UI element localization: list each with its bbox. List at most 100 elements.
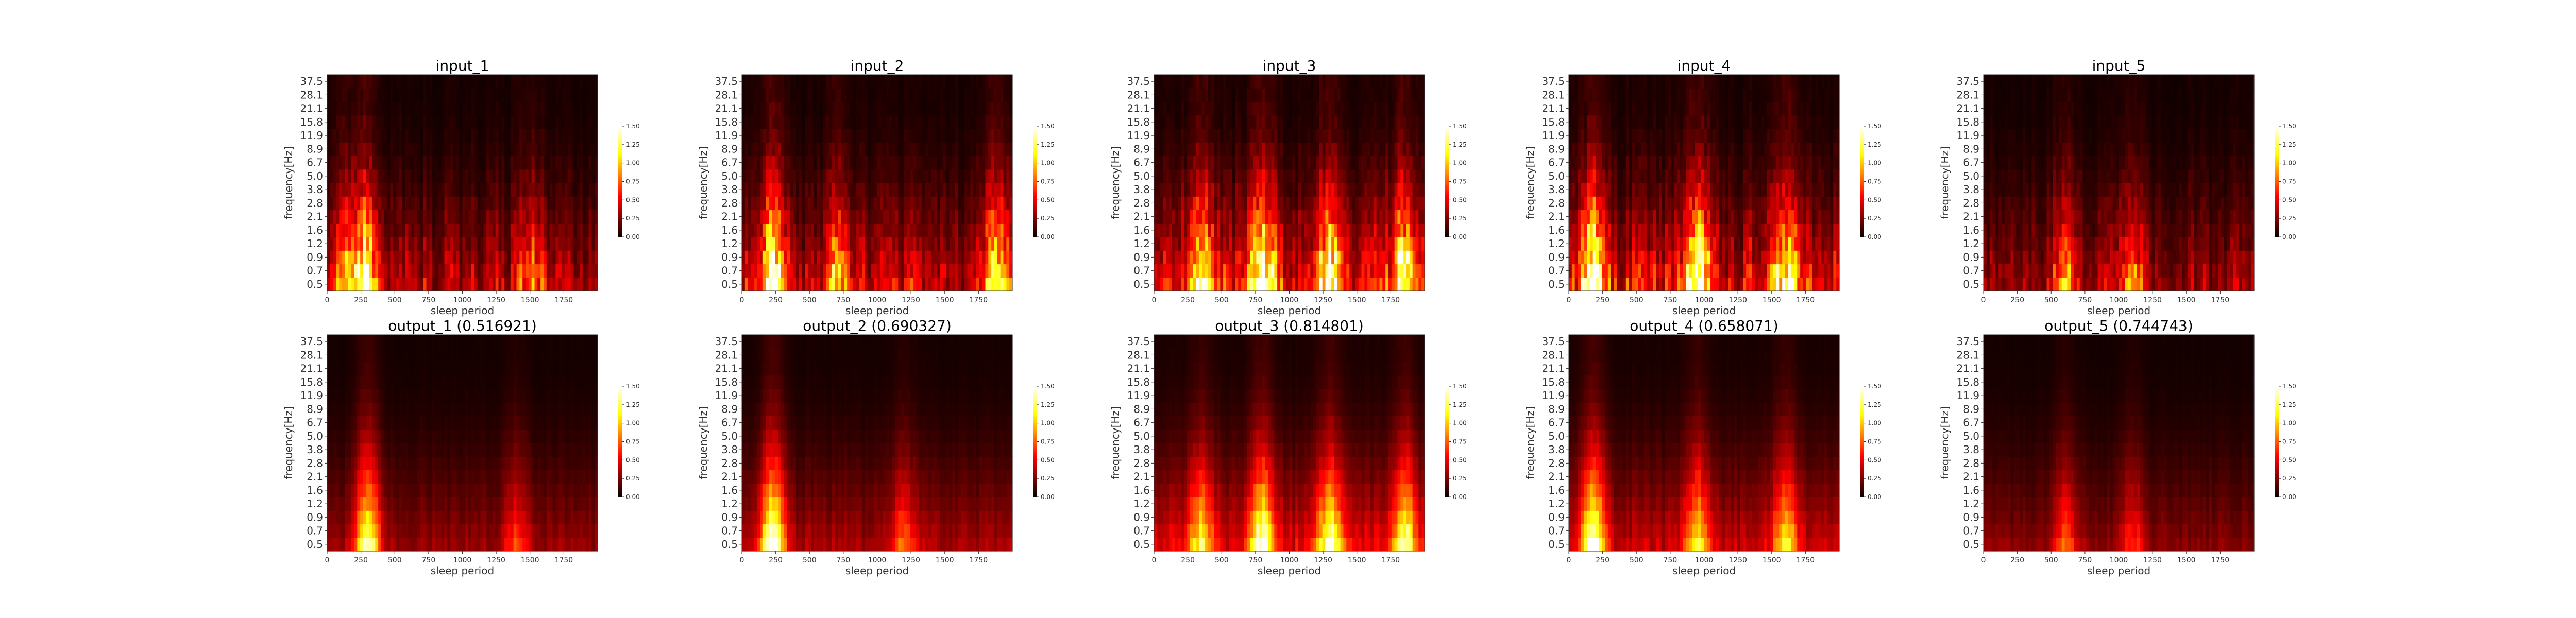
- heatmap-cell: [1247, 101, 1251, 116]
- heatmap-cell: [342, 264, 346, 278]
- heatmap-cell: [1403, 210, 1407, 224]
- heatmap-cell: [1367, 75, 1371, 89]
- heatmap-cell: [1379, 156, 1383, 170]
- heatmap-cell: [1379, 129, 1383, 143]
- heatmap-cell: [513, 223, 517, 237]
- heatmap-cell: [498, 101, 502, 116]
- heatmap-cell: [1607, 264, 1612, 278]
- heatmap-cell: [1172, 75, 1176, 89]
- heatmap-cell: [1623, 223, 1626, 237]
- heatmap-cell: [1277, 88, 1281, 102]
- heatmap-cell: [526, 264, 529, 278]
- heatmap-cell: [1364, 142, 1368, 157]
- heatmap-cell: [889, 142, 893, 157]
- heatmap-cell: [1292, 142, 1296, 157]
- heatmap-cell: [1382, 183, 1386, 197]
- heatmap-cell: [1611, 101, 1615, 116]
- heatmap-cell: [889, 210, 893, 224]
- heatmap-cell: [570, 169, 574, 183]
- heatmap-cell: [1397, 277, 1401, 291]
- heatmap-cell: [775, 196, 778, 211]
- heatmap-cell: [838, 264, 842, 278]
- heatmap-cell: [916, 264, 920, 278]
- heatmap-cell: [1379, 223, 1383, 237]
- heatmap-cell: [1650, 237, 1653, 251]
- heatmap-cell: [916, 210, 920, 224]
- heatmap-cell: [1340, 223, 1344, 237]
- heatmap-cell: [808, 264, 811, 278]
- heatmap-cell: [453, 169, 457, 183]
- heatmap-cell: [1277, 196, 1281, 211]
- heatmap-cell: [835, 196, 839, 211]
- heatmap-cell: [988, 142, 992, 157]
- heatmap-cell: [1623, 115, 1626, 129]
- heatmap-cell: [886, 250, 890, 265]
- heatmap-cell: [805, 142, 808, 157]
- heatmap-cell: [345, 156, 349, 170]
- heatmap-cell: [1355, 264, 1359, 278]
- heatmap-cell: [414, 210, 418, 224]
- heatmap-cell: [859, 264, 862, 278]
- heatmap-cell: [1232, 277, 1236, 291]
- heatmap-cell: [946, 223, 950, 237]
- heatmap-cell: [991, 115, 995, 129]
- heatmap-cell: [531, 196, 535, 211]
- heatmap-cell: [1319, 250, 1323, 265]
- heatmap-cell: [973, 75, 977, 89]
- heatmap-cell: [949, 196, 953, 211]
- heatmap-cell: [823, 183, 826, 197]
- heatmap-cell: [447, 156, 451, 170]
- heatmap-cell: [970, 210, 974, 224]
- heatmap-cell: [1638, 75, 1641, 89]
- heatmap-cell: [805, 156, 808, 170]
- heatmap-cell: [1220, 277, 1224, 291]
- heatmap-cell: [384, 237, 388, 251]
- heatmap-cell: [829, 183, 833, 197]
- heatmap-cell: [1006, 115, 1010, 129]
- heatmap-cell: [907, 142, 911, 157]
- heatmap-cell: [1418, 75, 1422, 89]
- heatmap-cell: [889, 115, 893, 129]
- heatmap-cell: [817, 210, 821, 224]
- heatmap-cell: [997, 183, 1001, 197]
- heatmap-cell: [961, 156, 965, 170]
- heatmap-cell: [1361, 129, 1365, 143]
- heatmap-cell: [1418, 223, 1422, 237]
- heatmap-cell: [369, 129, 373, 143]
- heatmap-cell: [955, 75, 959, 89]
- heatmap-cell: [357, 277, 361, 291]
- heatmap-cell: [1391, 129, 1395, 143]
- heatmap-cell: [823, 156, 826, 170]
- heatmap-cell: [1184, 115, 1188, 129]
- heatmap-cell: [841, 129, 844, 143]
- heatmap-cell: [1313, 142, 1317, 157]
- heatmap-cell: [426, 196, 430, 211]
- heatmap-cell: [1340, 129, 1344, 143]
- heatmap-cell: [1157, 196, 1161, 211]
- heatmap-cell: [904, 129, 908, 143]
- heatmap-cell: [1160, 223, 1164, 237]
- heatmap-cell: [1211, 196, 1215, 211]
- heatmap-cell: [492, 223, 496, 237]
- heatmap-cell: [781, 196, 785, 211]
- heatmap-cell: [595, 115, 598, 129]
- heatmap-cell: [1160, 115, 1164, 129]
- heatmap-cell: [369, 142, 373, 157]
- heatmap-cell: [549, 250, 553, 265]
- heatmap-cell: [1313, 169, 1317, 183]
- heatmap-cell: [1376, 101, 1380, 116]
- heatmap-cell: [339, 196, 343, 211]
- heatmap-cell: [748, 183, 752, 197]
- heatmap-cell: [558, 237, 562, 251]
- heatmap-cell: [994, 115, 998, 129]
- heatmap-cell: [1163, 88, 1166, 102]
- heatmap-cell: [784, 264, 788, 278]
- heatmap-cell: [501, 210, 505, 224]
- heatmap-cell: [1415, 223, 1419, 237]
- heatmap-cell: [1376, 75, 1380, 89]
- heatmap-cell: [564, 196, 568, 211]
- heatmap-cell: [546, 75, 550, 89]
- heatmap-cell: [577, 101, 580, 116]
- x-tick-label: 1250: [487, 296, 505, 304]
- heatmap-cell: [1262, 250, 1266, 265]
